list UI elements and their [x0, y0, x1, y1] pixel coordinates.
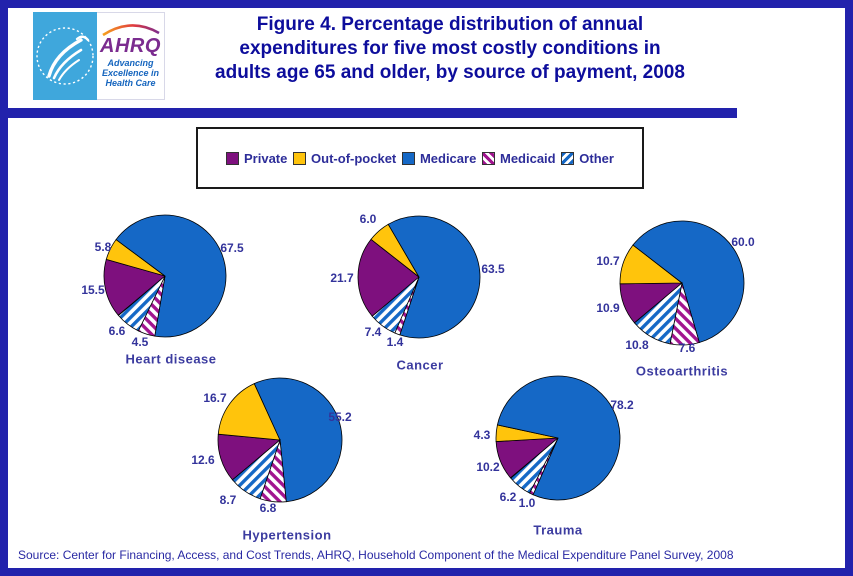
pie-title: Cancer	[396, 357, 444, 373]
legend-label: Other	[579, 150, 614, 166]
legend-swatch-out-of-pocket	[293, 151, 307, 165]
pie-value-label-medicaid: 1.4	[386, 335, 404, 349]
hhs-seal-icon	[33, 12, 97, 100]
pie-value-label-medicaid: 4.5	[131, 335, 149, 349]
pie-value-label-other: 10.8	[625, 338, 649, 352]
pie-value-label-medicare: 78.2	[610, 398, 634, 412]
logo-swoosh-icon	[101, 24, 160, 36]
pie-value-label-medicare: 55.2	[328, 410, 352, 424]
legend-box: Private Out-of-pocket Medicare Medicaid …	[196, 127, 644, 189]
pie-osteoarthritis	[619, 220, 745, 346]
pie-value-label-private: 10.9	[596, 301, 620, 315]
pie-slice-other	[633, 281, 683, 345]
pie-value-label-medicare: 63.5	[481, 262, 505, 276]
legend-label: Medicare	[419, 150, 477, 166]
header-divider-bar	[0, 108, 737, 118]
legend-item-out-of-pocket: Out-of-pocket	[293, 151, 396, 166]
pie-value-label-oop: 5.8	[94, 240, 112, 254]
legend-label: Private	[244, 150, 288, 166]
legend-swatch-private	[226, 151, 239, 165]
pie-value-label-oop: 16.7	[203, 391, 227, 405]
pie-value-label-other: 6.6	[108, 324, 126, 338]
pie-slice-other	[371, 276, 420, 334]
pie-title: Heart disease	[125, 351, 217, 367]
pie-slice-private	[357, 238, 420, 317]
pie-value-label-other: 8.7	[219, 493, 237, 507]
logo-tagline: Advancing Excellence in Health Care	[102, 58, 159, 88]
figure-title: Figure 4. Percentage distribution of ann…	[160, 13, 740, 85]
logo-tagline-line: Advancing	[107, 58, 154, 68]
legend-item-medicare: Medicare	[401, 150, 477, 166]
figure-title-line: expenditures for five most costly condit…	[239, 38, 661, 59]
pie-slice-medicare	[496, 375, 621, 501]
logo-tagline-line: Excellence in	[101, 68, 160, 78]
pie-heart-disease	[103, 214, 227, 338]
pie-value-label-medicare: 67.5	[220, 241, 244, 255]
legend-swatch-medicare	[401, 151, 415, 165]
pie-value-label-oop: 4.3	[473, 428, 491, 442]
pie-value-label-private: 10.2	[476, 460, 500, 474]
pie-slice-other	[231, 438, 281, 500]
pie-value-label-other: 6.2	[499, 490, 517, 504]
pie-value-label-medicare: 60.0	[731, 235, 755, 249]
pie-slice-other	[510, 437, 559, 494]
pie-cancer	[357, 215, 481, 339]
pie-value-label-medicaid: 7.6	[678, 341, 696, 355]
pie-title: Trauma	[533, 522, 583, 538]
pie-value-label-oop: 6.0	[359, 212, 377, 226]
legend-item-medicaid: Medicaid	[481, 150, 556, 166]
logo-acronym: AHRQ	[100, 35, 161, 57]
legend-item-private: Private	[226, 151, 287, 166]
pie-value-label-private: 12.6	[191, 453, 215, 467]
pie-slice-medicare	[632, 220, 745, 344]
source-note: Source: Center for Financing, Access, an…	[18, 548, 734, 562]
legend-swatch-other	[561, 151, 575, 165]
logo-tagline-line: Health Care	[105, 78, 156, 88]
pie-hypertension	[217, 377, 343, 503]
pie-title: Osteoarthritis	[635, 363, 729, 379]
pie-value-label-private: 21.7	[330, 271, 354, 285]
pie-value-label-other: 7.4	[364, 325, 382, 339]
pie-trauma	[495, 375, 621, 501]
ahrq-logo: AHRQ Advancing Excellence in Health Care	[33, 12, 165, 100]
legend-swatch-medicaid	[481, 151, 495, 165]
pie-slice-medicare	[387, 215, 481, 339]
pie-slice-oop	[217, 383, 281, 441]
pie-value-label-medicaid: 1.0	[518, 496, 536, 510]
pie-value-label-private: 15.5	[81, 283, 105, 297]
pie-slice-private	[103, 258, 166, 316]
legend-item-other: Other	[561, 151, 614, 166]
pie-slice-other	[117, 275, 166, 332]
figure-title-line: Figure 4. Percentage distribution of ann…	[256, 14, 644, 35]
ahrq-logo-text: AHRQ Advancing Excellence in Health Care	[97, 12, 165, 100]
pie-title: Hypertension	[242, 527, 332, 543]
legend-label: Out-of-pocket	[311, 150, 397, 166]
figure-title-line: adults age 65 and older, by source of pa…	[215, 62, 685, 83]
pie-slice-medicare	[115, 214, 227, 338]
pie-value-label-medicaid: 6.8	[259, 501, 277, 515]
legend-label: Medicaid	[499, 150, 556, 166]
pie-slice-medicare	[253, 377, 343, 503]
pie-value-label-oop: 10.7	[596, 254, 620, 268]
